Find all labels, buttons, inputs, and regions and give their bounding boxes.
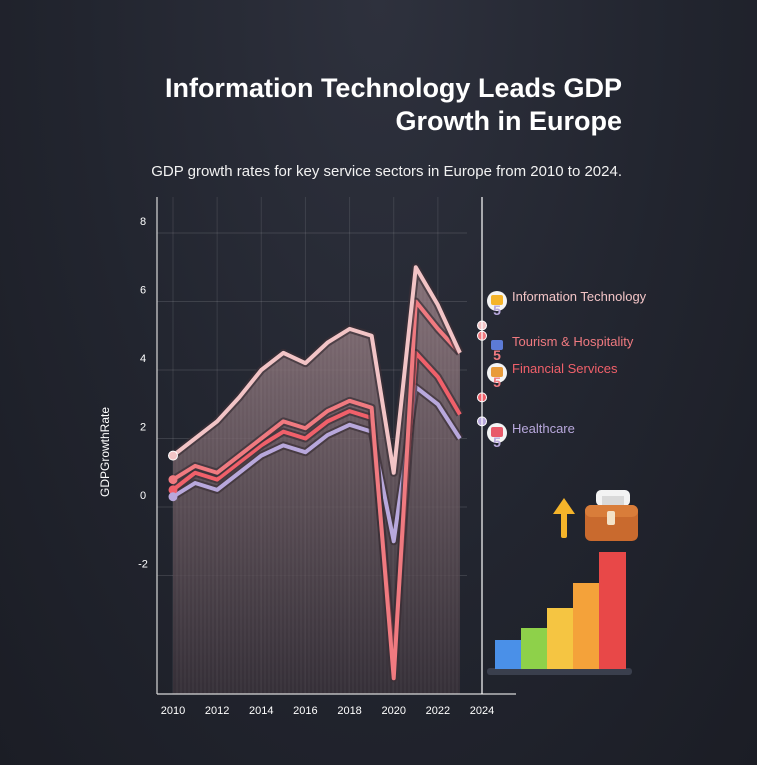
legend-rank-digit: 5 — [493, 374, 501, 390]
tick-labels: 2010 2012 2014 2016 2018 2020 2022 2024 8 6 4 2 0 -2 — [138, 216, 494, 717]
legend-label: Financial Services — [512, 361, 618, 376]
medical-icon — [487, 423, 507, 443]
series-start-point — [168, 450, 178, 461]
illustration-bar — [573, 583, 599, 669]
legend-item: 5 Financial Services — [487, 361, 618, 390]
illustration-bar — [521, 628, 547, 669]
legend-item: 5 Tourism & Hospitality — [491, 334, 634, 363]
series-start-point — [168, 475, 178, 485]
legend-item: 5 Information Technology — [487, 289, 647, 318]
x-tick-label: 2020 — [381, 705, 405, 717]
y-tick-label: 6 — [140, 285, 146, 297]
y-tick-label: -2 — [138, 559, 148, 571]
illustration-base — [487, 668, 632, 675]
x-tick-label: 2010 — [161, 705, 185, 717]
y-tick-label: 8 — [140, 216, 146, 228]
x-tick-label: 2016 — [293, 705, 317, 717]
y-tick-label: 2 — [140, 422, 146, 434]
legend-rank-digit: 5 — [493, 302, 501, 318]
series-line — [171, 299, 462, 681]
legend-label: Healthcare — [512, 421, 575, 436]
bank-icon — [487, 363, 507, 383]
growth-bar-chart-illustration — [487, 490, 638, 675]
legend-rank-digit: 5 — [493, 434, 501, 450]
laptop-icon — [487, 291, 507, 311]
series-start-point — [168, 492, 178, 502]
illustration-bar — [599, 552, 626, 669]
series-lines — [170, 263, 464, 683]
legend: 5 Information Technology 5 Tourism & Hospit… — [487, 289, 647, 450]
series-line — [171, 265, 462, 475]
x-tick-label: 2012 — [205, 705, 229, 717]
chart-title: Information Technology Leads GDP Growth … — [164, 73, 622, 136]
y-tick-label: 0 — [140, 490, 146, 502]
legend-item: 5 Healthcare — [487, 421, 575, 450]
x-tick-label: 2022 — [426, 705, 450, 717]
illustration-bar — [495, 640, 521, 669]
hotel-icon — [491, 340, 503, 350]
chart-subtitle: GDP growth rates for key service sectors… — [151, 163, 622, 180]
axes — [156, 197, 516, 695]
illustration-bar — [547, 608, 573, 669]
series-start-point — [168, 485, 178, 495]
x-tick-label: 2018 — [337, 705, 361, 717]
y-tick-label: 4 — [140, 353, 146, 365]
legend-label: Tourism & Hospitality — [512, 334, 634, 349]
x-tick-label: 2014 — [249, 705, 273, 717]
legend-rank-digit: 5 — [493, 347, 501, 363]
briefcase-icon — [585, 490, 638, 541]
up-arrow-icon — [553, 498, 575, 538]
x-tick-label: 2024 — [470, 705, 494, 717]
legend-label: Information Technology — [512, 289, 647, 304]
